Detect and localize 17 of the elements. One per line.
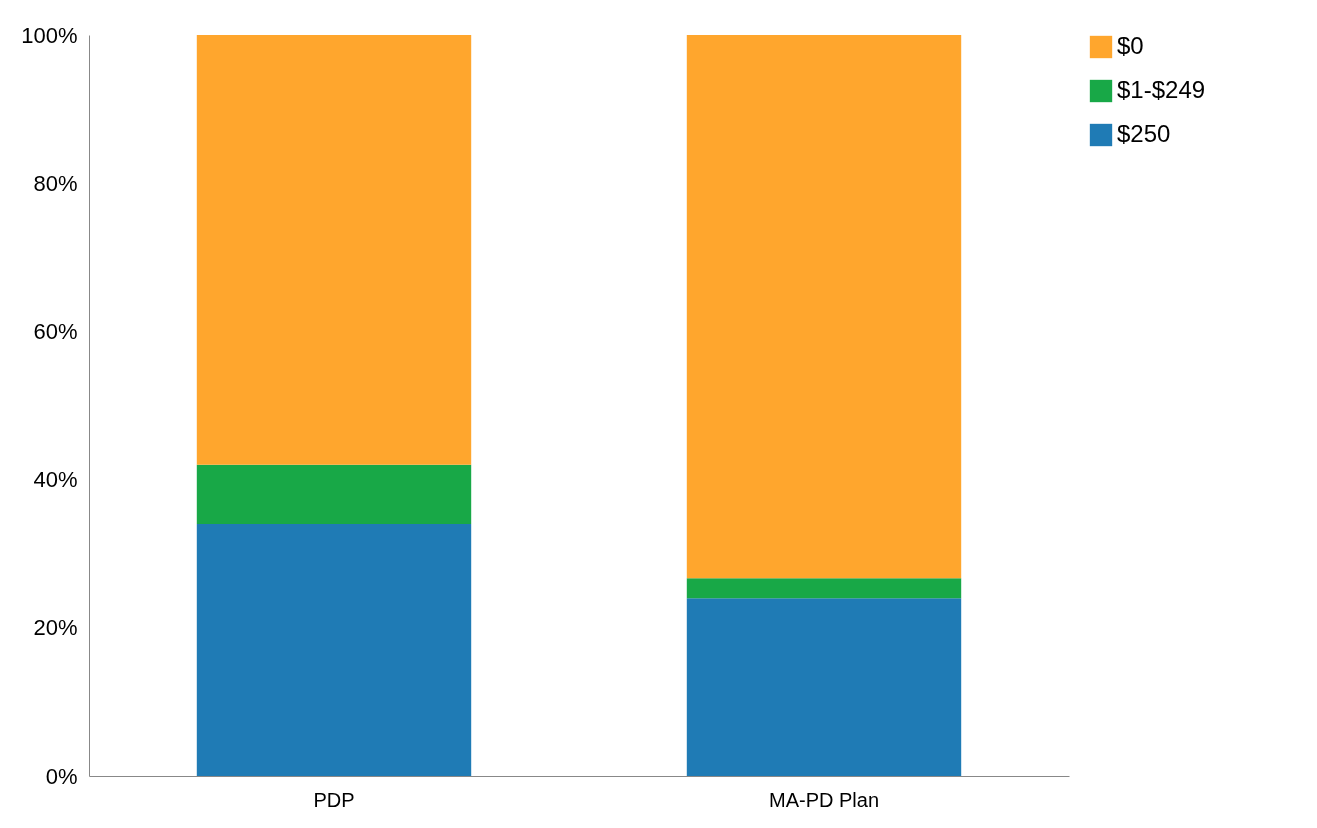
legend-label: $1-$249	[1117, 76, 1206, 103]
y-tick-label: 100%	[21, 22, 78, 48]
y-tick-label: 40%	[33, 467, 78, 493]
x-tick-label: MA-PD Plan	[768, 788, 880, 811]
y-tick-label: 20%	[33, 615, 78, 641]
y-tick-label: 80%	[33, 170, 78, 196]
bar	[196, 464, 472, 525]
bar	[196, 524, 472, 776]
legend-label: $250	[1117, 120, 1171, 147]
y-tick-label: 0%	[45, 763, 78, 789]
y-tick-label: 60%	[33, 318, 78, 344]
bar	[196, 35, 472, 465]
legend-label: $0	[1117, 32, 1144, 59]
bar	[686, 578, 962, 599]
x-tick-label: PDP	[313, 788, 355, 811]
bar	[686, 598, 962, 776]
bar	[686, 35, 962, 579]
